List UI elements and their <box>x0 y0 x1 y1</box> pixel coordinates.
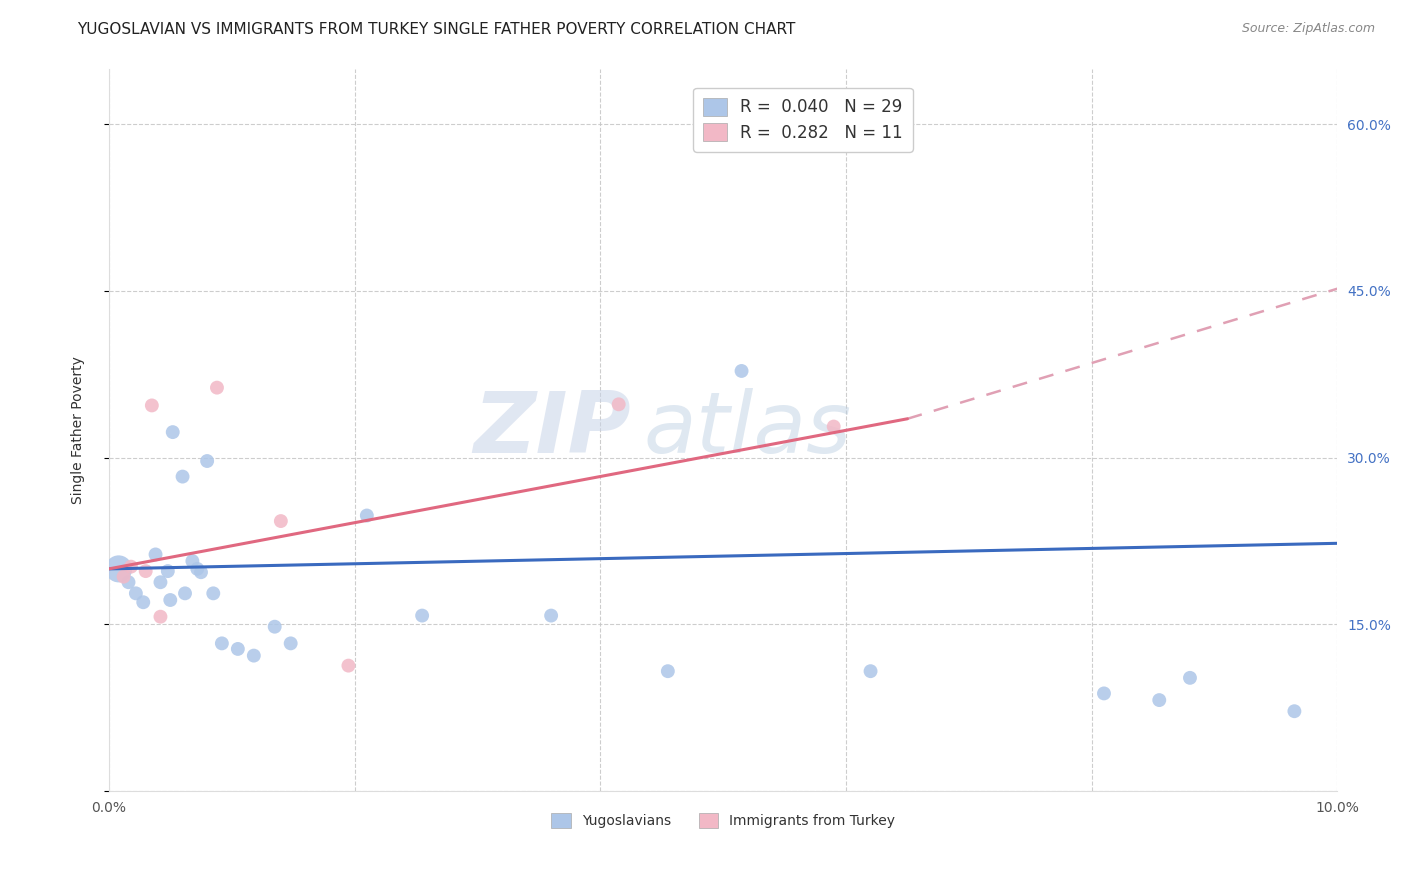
Point <box>823 419 845 434</box>
Y-axis label: Single Father Poverty: Single Father Poverty <box>72 356 86 504</box>
Text: ZIP: ZIP <box>474 388 631 471</box>
Point <box>172 469 194 483</box>
Point <box>1178 671 1201 685</box>
Point <box>149 609 172 624</box>
Point <box>226 642 249 657</box>
Point <box>120 559 142 574</box>
Point <box>195 454 218 468</box>
Point <box>132 595 155 609</box>
Point <box>607 397 630 411</box>
Text: atlas: atlas <box>644 388 851 471</box>
Point <box>112 569 135 583</box>
Text: YUGOSLAVIAN VS IMMIGRANTS FROM TURKEY SINGLE FATHER POVERTY CORRELATION CHART: YUGOSLAVIAN VS IMMIGRANTS FROM TURKEY SI… <box>77 22 796 37</box>
Point <box>149 575 172 590</box>
Point <box>186 562 208 576</box>
Point <box>181 554 204 568</box>
Point <box>159 593 181 607</box>
Point <box>356 508 378 523</box>
Point <box>145 548 167 562</box>
Point <box>859 664 882 678</box>
Point <box>337 658 360 673</box>
Point <box>162 425 184 439</box>
Point <box>730 364 752 378</box>
Point <box>540 608 562 623</box>
Point <box>270 514 292 528</box>
Point <box>263 620 285 634</box>
Point <box>107 562 129 576</box>
Point <box>202 586 225 600</box>
Point <box>135 564 157 578</box>
Point <box>156 564 179 578</box>
Point <box>205 381 228 395</box>
Point <box>117 575 139 590</box>
Point <box>125 586 148 600</box>
Point <box>280 636 302 650</box>
Point <box>243 648 266 663</box>
Point <box>141 399 163 413</box>
Point <box>174 586 197 600</box>
Legend: Yugoslavians, Immigrants from Turkey: Yugoslavians, Immigrants from Turkey <box>544 805 903 835</box>
Point <box>1092 686 1115 700</box>
Text: Source: ZipAtlas.com: Source: ZipAtlas.com <box>1241 22 1375 36</box>
Point <box>411 608 433 623</box>
Point <box>1284 704 1306 718</box>
Point <box>1149 693 1171 707</box>
Point <box>190 566 212 580</box>
Point <box>211 636 233 650</box>
Point <box>853 125 876 139</box>
Point <box>657 664 679 678</box>
